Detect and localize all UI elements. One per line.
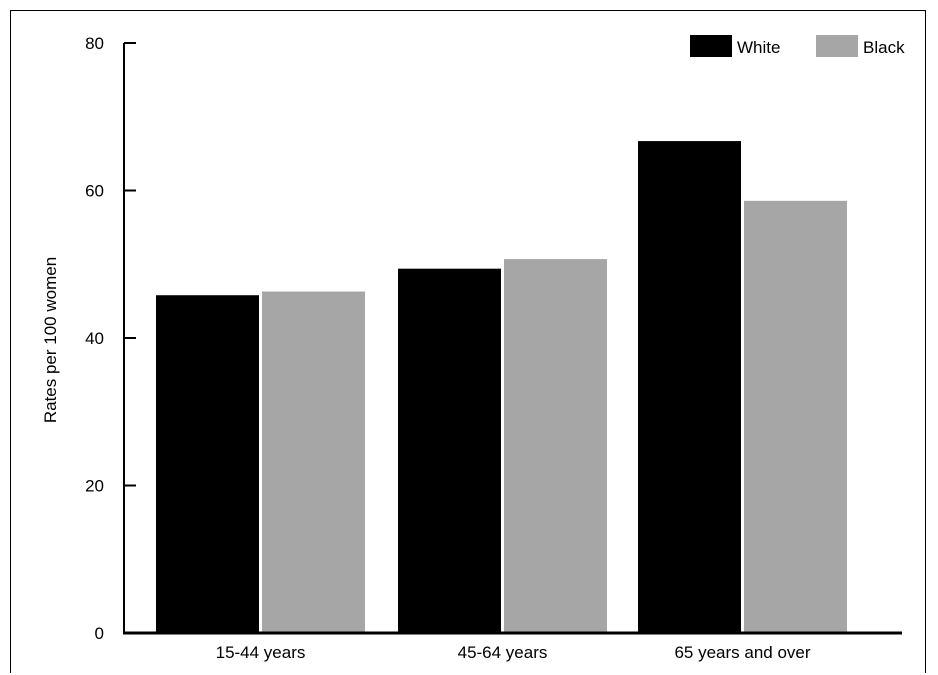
bar-white-3 xyxy=(638,141,741,633)
bar-white-1 xyxy=(156,295,259,633)
y-tick-label: 60 xyxy=(85,182,104,201)
bar-white-2 xyxy=(398,268,501,633)
bar-black-2 xyxy=(504,259,607,633)
y-axis-label: Rates per 100 women xyxy=(41,257,60,423)
legend-swatch-white xyxy=(690,35,732,57)
bar-black-3 xyxy=(744,200,847,633)
y-axis: 0 20 40 60 80 xyxy=(85,34,136,643)
legend-label-black: Black xyxy=(863,38,905,57)
legend-swatch-black xyxy=(816,35,858,57)
x-axis: 15-44 years 45-64 years 65 years and over xyxy=(123,631,902,662)
y-tick-label: 80 xyxy=(85,34,104,53)
bars xyxy=(156,141,847,633)
x-tick-label: 65 years and over xyxy=(674,643,810,662)
y-tick-label: 40 xyxy=(85,329,104,348)
y-tick-label: 20 xyxy=(85,477,104,496)
y-tick-label: 0 xyxy=(95,624,104,643)
bar-black-1 xyxy=(262,291,365,633)
legend: White Black xyxy=(690,35,905,57)
x-tick-label: 45-64 years xyxy=(458,643,548,662)
x-tick-label: 15-44 years xyxy=(216,643,306,662)
legend-label-white: White xyxy=(737,38,780,57)
